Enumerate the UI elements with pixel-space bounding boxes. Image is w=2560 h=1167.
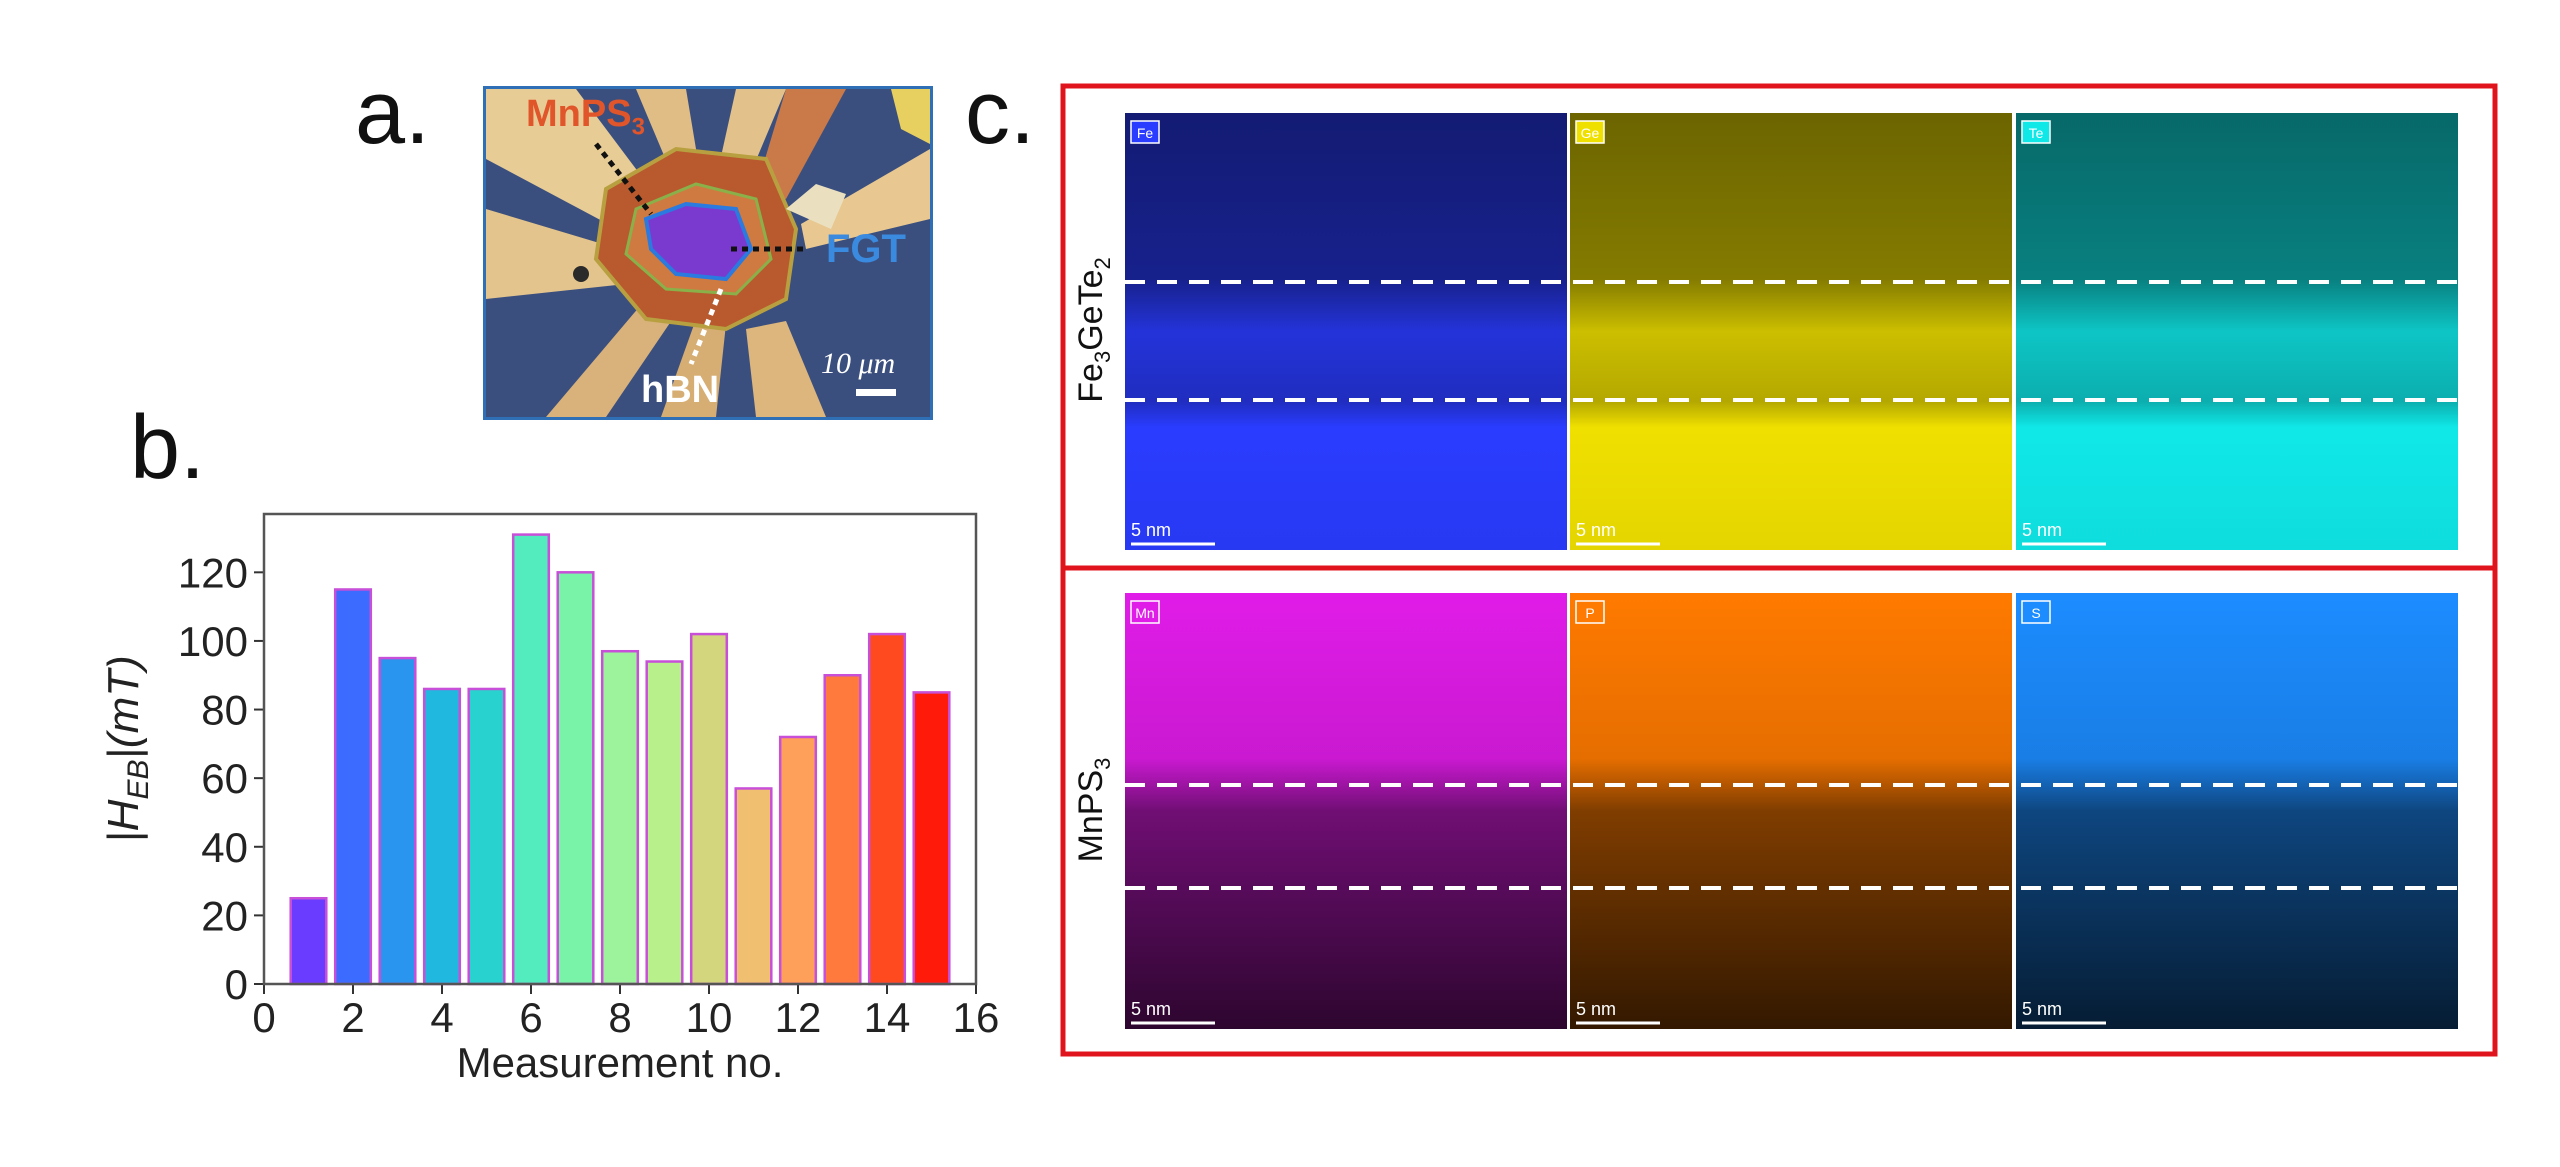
- y-axis-label-sub: EB: [122, 760, 155, 800]
- bar-15: [912, 691, 951, 986]
- y-tick-label: 20: [201, 892, 248, 939]
- top-eds-maps: Fe 5 nm Ge 5 nm Te 5 nm: [1125, 113, 2458, 550]
- bar-9: [645, 660, 684, 986]
- eds-map-shading: [1125, 593, 1567, 1029]
- element-badge-label: S: [2031, 605, 2040, 621]
- element-badge: [1575, 600, 1605, 624]
- mnps3-label: MnPS3: [526, 93, 645, 142]
- bar-5: [467, 687, 506, 986]
- scale-label: 5 nm: [1576, 999, 1616, 1019]
- element-badge: [1130, 600, 1160, 624]
- scale-label: 5 nm: [1131, 999, 1171, 1019]
- y-tick-label: 120: [178, 549, 248, 596]
- top-frame: [1060, 83, 2498, 571]
- x-tick-label: 16: [953, 994, 1000, 1041]
- fgt-row-label-sub2: 2: [1090, 257, 1115, 269]
- x-tick-label: 8: [608, 994, 631, 1041]
- x-tick-label: 12: [775, 994, 822, 1041]
- scale-label: 5 nm: [2022, 999, 2062, 1019]
- bar-1: [289, 896, 328, 986]
- micrograph-image: [486, 89, 930, 417]
- eds-map-shading: [1570, 593, 2012, 1029]
- eds-map-s: [2016, 593, 2458, 1029]
- x-axis-label: Measurement no.: [457, 1039, 784, 1086]
- bottom-frame: [1060, 565, 2498, 1057]
- x-tick-label: 6: [519, 994, 542, 1041]
- element-badge-label: P: [1585, 605, 1594, 621]
- eds-map-ge: [1570, 113, 2012, 550]
- mnps3-label-text: MnPS: [526, 93, 632, 135]
- bar-4: [422, 687, 462, 986]
- x-ticks: 0 2 4 6 8 10 12 14 16: [252, 984, 999, 1041]
- eds-map-shading: [1125, 113, 1567, 550]
- fgt-row-label-sub1: 3: [1090, 351, 1115, 363]
- bar-6: [511, 533, 551, 986]
- element-badge-label: Mn: [1135, 605, 1154, 621]
- eds-map-shading: [1570, 113, 2012, 550]
- element-badge: [2021, 120, 2051, 144]
- y-ticks: 0 20 40 60 80 100 120: [178, 549, 264, 1008]
- y-tick-label: 40: [201, 824, 248, 871]
- bottom-eds-maps: Mn 5 nm P 5 nm S 5 nm: [1125, 593, 2458, 1029]
- x-tick-label: 14: [864, 994, 911, 1041]
- y-tick-label: 60: [201, 755, 248, 802]
- bar-13: [823, 673, 862, 986]
- fgt-row-label-fe: Fe: [1072, 363, 1110, 403]
- bar-8: [600, 649, 640, 986]
- bar-10: [689, 632, 729, 986]
- element-badge-label: Ge: [1581, 125, 1600, 141]
- eds-map-mn: [1125, 593, 1567, 1029]
- bar-3: [378, 656, 417, 986]
- y-tick-label: 100: [178, 618, 248, 665]
- bar-7: [556, 571, 595, 986]
- bar-chart-svg: 0 2 4 6 8 10 12 14 16 0 20 40 60 80 100 120 Measuremen…: [99, 512, 999, 1086]
- x-tick-label: 2: [341, 994, 364, 1041]
- plot-frame: [262, 512, 978, 986]
- eds-map-p: [1570, 593, 2012, 1029]
- scale-label: 5 nm: [1576, 520, 1616, 540]
- eds-map-shading: [2016, 593, 2458, 1029]
- y-tick-label: 0: [225, 961, 248, 1008]
- bar-2: [333, 588, 373, 986]
- x-tick-label: 0: [252, 994, 275, 1041]
- scale-bar-label: 10 μm: [821, 347, 896, 380]
- element-badge: [1130, 120, 1160, 144]
- mnps3-label-sub: 3: [631, 113, 645, 141]
- eds-map-fe: [1125, 113, 1567, 550]
- element-badge-label: Fe: [1137, 125, 1154, 141]
- eds-map-shading: [2016, 113, 2458, 550]
- y-tick-label: 80: [201, 687, 248, 734]
- panel-label-a: a.: [355, 63, 431, 163]
- y-axis-label-main: |H: [99, 799, 148, 842]
- element-badge: [1575, 120, 1605, 144]
- mnps3-row-label: MnPS3: [1072, 758, 1115, 863]
- bars-group: [289, 533, 951, 986]
- eds-map-te: [2016, 113, 2458, 550]
- element-badge-label: Te: [2029, 125, 2044, 141]
- panel-label-c: c.: [965, 63, 1036, 163]
- mnps3-row-label-main: MnPS: [1072, 770, 1110, 863]
- scale-label: 5 nm: [2022, 520, 2062, 540]
- y-axis-label: |HEB|(mT): [99, 655, 155, 843]
- optical-micrograph: MnPS3 FGT hBN 10 μm: [483, 86, 933, 420]
- bar-12: [778, 735, 818, 986]
- panel-label-b: b.: [130, 398, 206, 498]
- mnps3-row-label-sub: 3: [1090, 758, 1115, 770]
- fgt-row-label-mid: GeTe: [1072, 270, 1110, 351]
- y-axis-label-rest: |(mT): [99, 655, 148, 759]
- bar-chart: 0 2 4 6 8 10 12 14 16 0 20 40 60 80 100 120 Measuremen…: [90, 500, 1040, 1100]
- bar-11: [734, 787, 773, 986]
- bar-14: [867, 632, 907, 986]
- scale-label: 5 nm: [1131, 520, 1171, 540]
- element-badge: [2021, 600, 2051, 624]
- hbn-label: hBN: [641, 369, 720, 411]
- x-tick-label: 4: [430, 994, 453, 1041]
- fgt-label: FGT: [826, 227, 906, 271]
- x-tick-label: 10: [686, 994, 733, 1041]
- fgt-row-label: Fe3GeTe2: [1072, 257, 1115, 402]
